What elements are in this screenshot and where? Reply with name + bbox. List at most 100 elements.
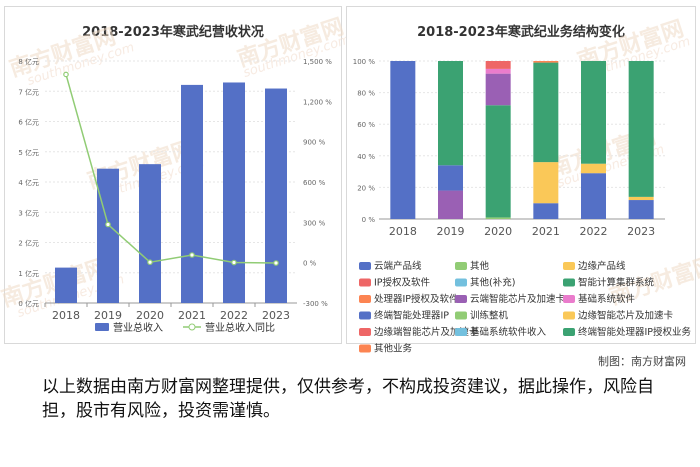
chart-credit: 制图：南方财富网 [598, 355, 686, 368]
legend-swatch [563, 278, 575, 287]
y-left-tick-label: 5 亿元 [18, 148, 39, 157]
revenue-bar [265, 88, 287, 303]
legend-label: 其他 [470, 260, 490, 272]
y-right-tick-label: 900 % [303, 139, 326, 147]
business-structure-chart: 0 % 20 % 40 % 60 % 80 % 100 % 2018 2019 2020 2021… [353, 58, 692, 355]
y-left-tick-label: 8 亿元 [18, 57, 39, 66]
legend-swatch [359, 311, 371, 320]
stack-segment [628, 200, 654, 219]
legend-label: 营业总收入 [113, 321, 163, 334]
legend-label: 训练整机 [470, 310, 509, 322]
yoy-point [231, 259, 237, 266]
stack-segment [628, 61, 654, 197]
x-tick-label: 2023 [262, 309, 290, 322]
legend-swatch-yoy-marker [188, 323, 196, 331]
y-left-tick-label: 4 亿元 [18, 178, 39, 187]
yoy-point [189, 252, 195, 258]
x-tick-label: 2021 [178, 309, 206, 322]
y-left-tick-label: 7 亿元 [18, 87, 39, 96]
legend-label: 智能计算集群系统 [578, 277, 655, 289]
legend-swatch [455, 295, 467, 303]
stack-segment [581, 61, 606, 164]
business-structure-panel: 2018-2023年寒武纪业务结构变化 南方财富网 southmoney.com… [346, 6, 700, 355]
stack-segment [485, 73, 511, 106]
legend-swatch [455, 262, 467, 270]
y-right-tick-label: 0 % [303, 260, 317, 268]
y-right-tick-label: 300 % [303, 219, 326, 227]
x-tick-label: 2018 [389, 225, 417, 238]
legend-label: 云端智能芯片及加速卡 [470, 293, 566, 305]
x-tick-label: 2020 [136, 309, 164, 322]
y-tick-label: 20 % [357, 184, 375, 192]
y-right-tick-label: -300 % [303, 300, 328, 308]
revenue-bar [139, 164, 161, 303]
yoy-point [147, 259, 153, 266]
x-tick-label: 2020 [484, 225, 512, 238]
legend-swatch [563, 311, 575, 320]
stack-segment [485, 68, 511, 74]
legend-label: 其他(补充) [470, 277, 515, 289]
y-left-tick-label: 2 亿元 [18, 239, 39, 248]
y-left-tick-label: 6 亿元 [18, 118, 39, 127]
stack-segment [390, 61, 416, 219]
legend-label: 终端智能处理器IP [374, 310, 449, 322]
legend-label: 基础系统软件收入 [470, 326, 547, 338]
stack-segment [628, 196, 654, 201]
legend-label: 处理器IP授权及软件 [374, 293, 459, 305]
stack-segment [485, 105, 511, 218]
legend-swatch-revenue [95, 323, 109, 331]
revenue-bar [55, 267, 77, 303]
stack-segment [581, 173, 606, 219]
legend-label: 边缘端智能芯片及加速卡 [374, 326, 479, 338]
legend-swatch [455, 278, 467, 287]
stack-segment [533, 162, 559, 204]
y-tick-label: 40 % [357, 153, 375, 161]
legend-label: 边缘智能芯片及加速卡 [578, 310, 674, 322]
y-tick-label: 60 % [357, 121, 375, 129]
legend-swatch [563, 295, 575, 303]
stack-segment [533, 61, 559, 63]
legend-swatch [359, 344, 371, 353]
legend-label: 营业总收入同比 [205, 321, 275, 334]
legend-label: 其他业务 [374, 343, 413, 355]
disclaimer-text: 以上数据由南方财富网整理提供，仅供参考，不构成投资建议，据此操作，风险自担，股市… [42, 377, 654, 421]
legend-swatch [563, 328, 575, 336]
revenue-chart: 0 亿元 1 亿元 2 亿元 3 亿元 4 亿元 5 亿元 6 亿元 7 亿元 8 亿元 -300… [18, 57, 332, 334]
business-chart-title: 2018-2023年寒武纪业务结构变化 [417, 25, 625, 40]
y-right-tick-label: 1,500 % [303, 58, 332, 66]
legend-label: 边缘产品线 [578, 260, 626, 272]
legend-swatch [455, 311, 467, 320]
stack-segment [438, 165, 463, 191]
legend-swatch [359, 295, 371, 303]
x-tick-label: 2021 [532, 225, 560, 238]
legend-swatch [563, 262, 575, 270]
y-tick-label: 80 % [357, 90, 375, 98]
revenue-chart-title: 2018-2023年寒武纪营收状况 [82, 25, 264, 40]
stack-segment [438, 190, 463, 219]
legend-label: IP授权及软件 [374, 277, 431, 289]
revenue-bar [97, 168, 119, 303]
legend-label: 基础系统软件 [578, 293, 636, 305]
y-left-tick-label: 0 亿元 [18, 299, 39, 308]
stack-segment [485, 61, 511, 69]
revenue-bar [223, 82, 245, 303]
yoy-point [63, 71, 69, 78]
x-tick-label: 2019 [437, 225, 465, 238]
x-tick-label: 2018 [52, 309, 80, 322]
y-left-tick-label: 3 亿元 [18, 208, 39, 217]
y-right-tick-label: 1,200 % [303, 98, 332, 106]
stack-segment [438, 61, 463, 166]
stack-segment [533, 62, 559, 163]
y-tick-label: 100 % [353, 58, 376, 66]
legend-swatch [359, 328, 371, 336]
y-right-tick-label: 600 % [303, 179, 326, 187]
yoy-point [273, 260, 279, 266]
x-tick-label: 2022 [220, 309, 248, 322]
legend-swatch [455, 328, 467, 336]
x-tick-label: 2023 [627, 225, 655, 238]
revenue-bar [181, 84, 203, 304]
legend-label: 终端智能处理器IP授权业务 [578, 326, 692, 338]
stack-segment [533, 203, 559, 219]
yoy-line [65, 74, 277, 264]
stack-segment [485, 217, 511, 219]
